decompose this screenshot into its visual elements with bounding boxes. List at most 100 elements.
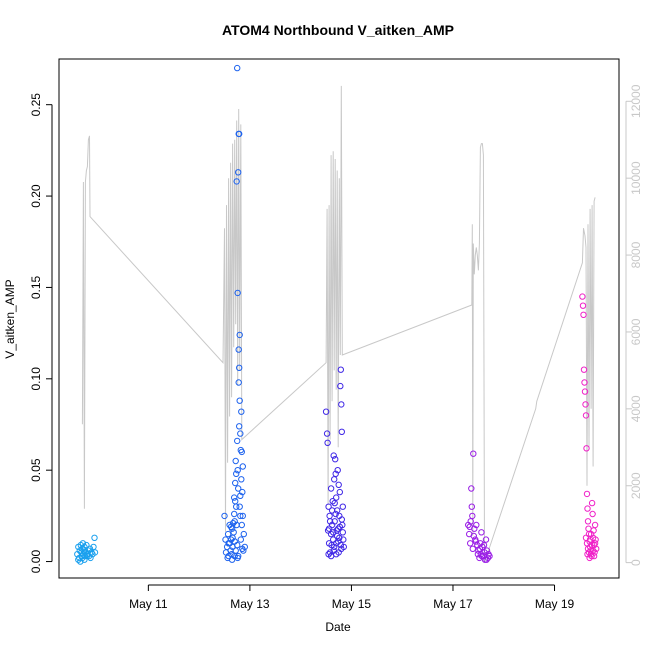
data-point xyxy=(468,485,475,492)
y-tick-label: 0.20 xyxy=(29,184,43,208)
data-point xyxy=(470,450,477,457)
y-right-tick-label: 12000 xyxy=(629,84,643,118)
data-point xyxy=(227,523,235,530)
data-point xyxy=(326,549,334,556)
data-point xyxy=(331,518,338,525)
data-point xyxy=(237,492,244,499)
data-point xyxy=(589,510,596,518)
secondary-line-layer xyxy=(81,85,596,563)
data-point xyxy=(234,467,241,474)
secondary-line xyxy=(81,85,596,563)
data-point xyxy=(329,498,336,505)
data-point xyxy=(580,366,588,373)
data-point xyxy=(586,554,593,562)
data-point xyxy=(236,331,243,339)
chart-title: ATOM4 Northbound V_aitken_AMP xyxy=(222,22,454,38)
x-tick-label: May 15 xyxy=(332,597,372,611)
data-point xyxy=(322,408,330,415)
data-point xyxy=(583,490,591,498)
data-point xyxy=(238,476,245,483)
series-1 xyxy=(74,534,99,565)
data-point xyxy=(237,512,244,520)
data-point xyxy=(337,541,344,549)
y-right-tick-label: 0 xyxy=(629,559,643,566)
data-point xyxy=(325,503,332,510)
y-right-tick-label: 6000 xyxy=(629,318,643,345)
data-point xyxy=(579,302,587,309)
data-point xyxy=(236,364,243,371)
data-point xyxy=(585,525,592,532)
data-point xyxy=(332,510,339,518)
data-point xyxy=(225,540,232,547)
data-point xyxy=(468,503,475,510)
data-point xyxy=(233,178,240,185)
data-point xyxy=(237,536,245,543)
x-axis-label: Date xyxy=(325,620,351,634)
data-point xyxy=(584,505,591,512)
data-point xyxy=(336,523,343,530)
data-point xyxy=(333,527,340,534)
data-point xyxy=(229,534,236,541)
data-point xyxy=(239,512,247,520)
y-right-tick-label: 8000 xyxy=(629,241,643,268)
data-point xyxy=(235,485,242,492)
data-point xyxy=(240,530,248,538)
data-point xyxy=(330,529,337,536)
data-point xyxy=(333,494,340,501)
x-tick-label: May 19 xyxy=(535,597,575,611)
data-point xyxy=(339,529,346,536)
data-point xyxy=(326,518,334,525)
data-point xyxy=(581,388,589,395)
data-point xyxy=(79,540,87,547)
data-point xyxy=(323,430,331,437)
data-point xyxy=(467,540,474,547)
data-point xyxy=(241,543,249,551)
data-point xyxy=(238,408,245,415)
data-point xyxy=(324,439,331,446)
data-point xyxy=(87,554,94,562)
data-point xyxy=(474,551,482,558)
data-point xyxy=(335,481,342,488)
data-point xyxy=(337,366,344,373)
data-point xyxy=(331,499,338,507)
data-point xyxy=(338,545,345,552)
data-point xyxy=(470,532,477,540)
data-point xyxy=(75,556,82,563)
data-point xyxy=(221,512,228,520)
data-point xyxy=(336,534,343,541)
data-point xyxy=(467,518,474,525)
data-point xyxy=(591,540,599,547)
data-point xyxy=(234,289,241,297)
y-tick-label: 0.25 xyxy=(29,93,43,117)
y-tick-label: 0.00 xyxy=(29,550,43,574)
y-tick-label: 0.10 xyxy=(29,367,43,391)
data-point xyxy=(580,311,587,318)
data-point xyxy=(237,430,244,437)
data-point xyxy=(579,293,586,300)
data-point xyxy=(582,412,590,419)
data-point xyxy=(325,525,333,532)
data-point xyxy=(332,470,339,477)
y-axis-label: V_aitken_AMP xyxy=(3,279,17,358)
data-point xyxy=(473,521,480,529)
x-axis: May 11 May 13 May 15 May 17 May 19 xyxy=(129,584,575,611)
data-point xyxy=(327,485,335,492)
data-point xyxy=(232,547,239,554)
data-point xyxy=(239,463,247,470)
data-point xyxy=(232,457,239,465)
data-point xyxy=(232,479,239,487)
data-point xyxy=(581,379,588,386)
data-point xyxy=(478,529,485,536)
data-point xyxy=(582,401,589,408)
data-point xyxy=(229,520,237,527)
data-point xyxy=(480,541,488,549)
data-point xyxy=(234,541,241,549)
data-point xyxy=(231,510,238,518)
data-point xyxy=(484,554,492,562)
data-point xyxy=(587,530,595,538)
data-point xyxy=(483,556,490,563)
data-point xyxy=(234,554,241,562)
data-point xyxy=(326,512,333,520)
data-point xyxy=(86,545,94,552)
